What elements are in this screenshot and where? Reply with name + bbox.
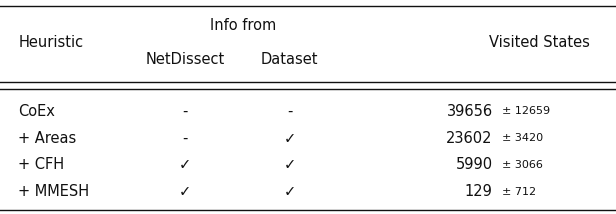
Text: -: - (182, 131, 187, 146)
Text: 5990: 5990 (456, 157, 493, 172)
Text: + Areas: + Areas (18, 131, 77, 146)
Text: Visited States: Visited States (488, 35, 590, 50)
Text: + MMESH: + MMESH (18, 184, 89, 199)
Text: + CFH: + CFH (18, 157, 65, 172)
Text: 39656: 39656 (447, 104, 493, 119)
Text: ✓: ✓ (283, 184, 296, 199)
Text: ± 3420: ± 3420 (502, 133, 543, 143)
Text: -: - (182, 104, 187, 119)
Text: ± 712: ± 712 (502, 187, 536, 196)
Text: Dataset: Dataset (261, 52, 318, 67)
Text: 129: 129 (465, 184, 493, 199)
Text: ✓: ✓ (283, 157, 296, 172)
Text: 23602: 23602 (447, 131, 493, 146)
Text: ✓: ✓ (283, 131, 296, 146)
Text: ✓: ✓ (179, 157, 191, 172)
Text: -: - (287, 104, 292, 119)
Text: NetDissect: NetDissect (145, 52, 224, 67)
Text: Info from: Info from (210, 18, 277, 33)
Text: Heuristic: Heuristic (18, 35, 84, 50)
Text: ✓: ✓ (179, 184, 191, 199)
Text: ± 3066: ± 3066 (502, 160, 543, 170)
Text: ± 12659: ± 12659 (502, 106, 550, 116)
Text: CoEx: CoEx (18, 104, 55, 119)
